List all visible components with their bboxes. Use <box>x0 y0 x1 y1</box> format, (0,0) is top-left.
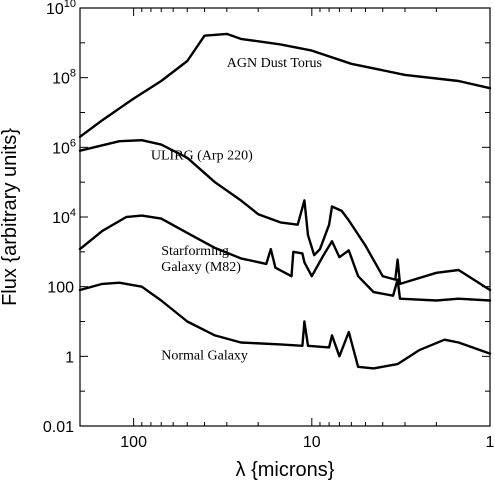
series-line-starforming <box>78 214 492 302</box>
series-labels: AGN Dust Torus ULIRG (Arp 220) Starforming… <box>151 56 322 364</box>
y-tick-label: 1010 <box>46 0 76 18</box>
x-tick-label: 100 <box>120 434 147 451</box>
x-tick-label: 1 <box>486 434 495 451</box>
series-label: Starforming <box>161 244 229 259</box>
y-tick-label: 1 <box>65 349 74 366</box>
y-tick-label: 0.01 <box>43 419 74 436</box>
series-line-ulirg-arp-220 <box>78 139 492 292</box>
series-label: Galaxy (M82) <box>161 260 241 275</box>
axis-ticks: 100 10 1 0.01 1 100 104 106 108 1010 <box>43 0 495 451</box>
series-curves <box>78 32 492 370</box>
x-axis-title: λ {microns} <box>236 459 335 481</box>
y-tick-label: 104 <box>52 207 76 227</box>
series-label: ULIRG (Arp 220) <box>151 148 253 163</box>
series-label: AGN Dust Torus <box>227 56 322 71</box>
y-axis-title: Flux {arbitrary units} <box>0 128 21 306</box>
y-tick-label: 106 <box>52 137 76 157</box>
series-line-agn-dust-torus <box>78 32 492 138</box>
y-tick-label: 100 <box>47 280 74 297</box>
x-tick-label: 10 <box>303 434 321 451</box>
y-tick-label: 108 <box>52 68 76 88</box>
series-line-normal-galaxy <box>78 281 492 370</box>
series-label: Normal Galaxy <box>161 349 248 364</box>
